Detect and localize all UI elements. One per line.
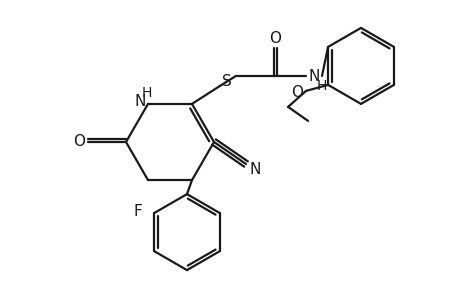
Text: O: O (73, 134, 85, 148)
Text: H: H (316, 79, 326, 93)
Text: F: F (134, 204, 142, 219)
Text: S: S (222, 74, 231, 89)
Text: N: N (134, 94, 146, 110)
Text: O: O (269, 32, 280, 46)
Text: H: H (141, 86, 152, 100)
Text: O: O (291, 85, 302, 100)
Text: N: N (308, 69, 319, 84)
Text: N: N (249, 161, 260, 176)
